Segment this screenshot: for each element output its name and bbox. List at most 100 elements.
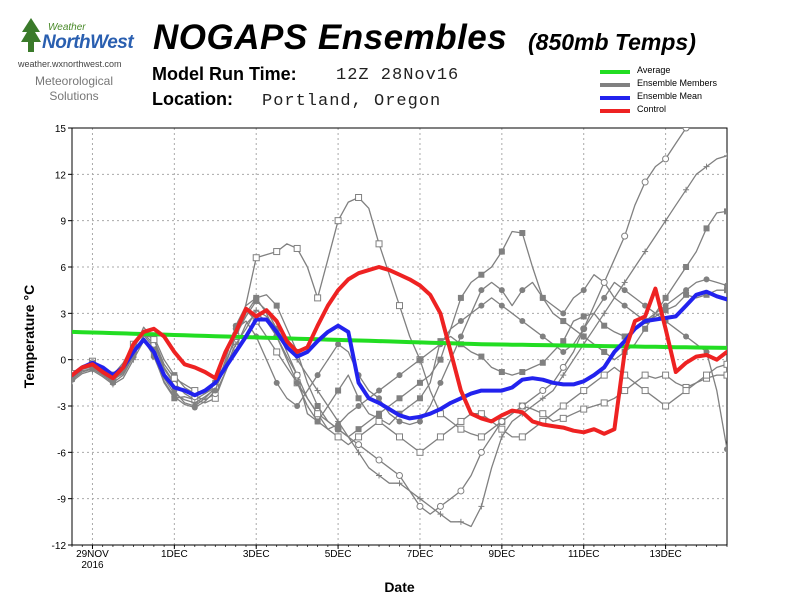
data-point-open-square: [621, 387, 629, 395]
legend-label-average: Average: [637, 65, 671, 75]
plot-frame: [71, 127, 728, 546]
data-point-circle: [191, 404, 198, 411]
data-point-circle: [294, 379, 301, 386]
data-point-open-circle: [498, 417, 506, 425]
pine-tree-icon: [21, 18, 41, 52]
chart-title: NOGAPS Ensembles: [153, 18, 508, 57]
legend-item-average: Average: [600, 65, 760, 78]
data-point-circle: [580, 287, 587, 294]
data-point-circle: [724, 446, 727, 453]
data-point-open-circle: [416, 502, 424, 510]
data-point-open-square: [518, 433, 526, 441]
data-point-open-circle: [704, 110, 710, 116]
y-tick-label: 12: [55, 170, 67, 181]
legend-item-control: Control: [600, 104, 760, 117]
data-point-circle: [724, 282, 727, 289]
data-point-open-circle: [518, 402, 526, 410]
data-point-square: [560, 318, 567, 325]
series-line-ensemble-mean: [72, 289, 727, 421]
x-tick-label: 7DEC: [407, 549, 434, 560]
data-point-square: [703, 225, 710, 232]
data-point-circle: [683, 333, 690, 340]
data-point-open-square: [375, 240, 383, 248]
logo-top-text: Weather: [48, 22, 86, 33]
data-point-square: [457, 294, 464, 301]
y-axis-label: Temperature °C: [21, 285, 37, 388]
data-point-square: [355, 395, 362, 402]
logo-url: weather.wxnorthwest.com: [18, 59, 122, 69]
data-point-square: [642, 325, 649, 332]
data-point-open-square: [682, 387, 690, 395]
location-value: Portland, Oregon: [262, 92, 442, 111]
data-point-square: [560, 338, 567, 345]
data-point-square: [416, 395, 423, 402]
data-point-open-square: [457, 425, 465, 433]
data-point-open-square: [600, 399, 608, 407]
data-point-square: [519, 230, 526, 237]
data-point-circle: [457, 333, 464, 340]
data-point-square: [601, 322, 608, 329]
data-point-square: [478, 353, 485, 360]
data-point-open-circle: [724, 94, 730, 100]
run-time-value: 12Z 28Nov16: [336, 66, 460, 85]
data-point-open-square: [334, 217, 342, 225]
data-point-square: [498, 248, 505, 255]
data-point-square: [662, 294, 669, 301]
data-point-open-square: [662, 402, 670, 410]
data-point-circle: [437, 379, 444, 386]
data-point-circle: [601, 294, 608, 301]
logo-sub-line2: Solutions: [49, 89, 99, 103]
x-axis-label: Date: [384, 579, 415, 595]
logo-sub-line1: Meteorological: [34, 74, 114, 88]
y-tick-label: 3: [60, 309, 66, 320]
data-point-circle: [478, 302, 485, 309]
series-line-ensemble-members: [72, 289, 727, 426]
data-point-open-square: [559, 414, 567, 422]
logo-subtitle: Meteorological Solutions: [10, 74, 138, 104]
data-point-open-square: [662, 371, 670, 379]
data-point-open-square: [396, 433, 403, 441]
data-point-circle: [212, 387, 219, 394]
data-point-square: [396, 395, 403, 402]
x-tick-label: 13DEC: [649, 549, 681, 560]
legend-label-mean: Ensemble Mean: [637, 91, 703, 101]
data-point-square: [355, 426, 362, 433]
legend-swatch-mean: [600, 96, 630, 100]
y-tick-label: -6: [57, 448, 66, 459]
data-point-circle: [416, 356, 423, 363]
data-point-open-square: [457, 417, 465, 425]
y-tick-label: 15: [55, 124, 67, 135]
data-point-circle: [703, 276, 710, 283]
data-point-circle: [560, 348, 567, 355]
data-point-square: [580, 333, 587, 340]
data-point-circle: [519, 318, 526, 325]
data-point-square: [335, 387, 342, 394]
data-point-open-circle: [559, 363, 567, 371]
data-point-open-circle: [355, 441, 363, 449]
data-point-square: [416, 379, 423, 386]
data-point-open-square: [170, 374, 178, 382]
data-point-circle: [621, 287, 628, 294]
plot-area: [72, 94, 730, 528]
data-point-circle: [478, 287, 485, 294]
data-point-open-square: [355, 433, 363, 441]
x-tick-label: 3DEC: [243, 549, 270, 560]
data-point-square: [273, 302, 280, 309]
data-point-circle: [580, 325, 587, 332]
data-point-open-circle: [396, 472, 403, 479]
data-point-circle: [560, 310, 567, 317]
data-point-open-square: [396, 302, 403, 310]
data-point-square: [437, 356, 444, 363]
data-point-circle: [335, 341, 342, 348]
data-point-square: [683, 264, 690, 270]
x-tick-label: 1DEC: [161, 549, 188, 560]
data-point-open-circle: [375, 456, 383, 464]
legend-swatch-members: [600, 83, 630, 87]
data-point-circle: [621, 302, 628, 309]
data-point-open-square: [723, 371, 727, 379]
data-point-open-circle: [662, 155, 670, 163]
legend-item-members: Ensemble Members: [600, 78, 760, 91]
data-point-circle: [539, 333, 546, 340]
data-point-square: [621, 333, 628, 340]
